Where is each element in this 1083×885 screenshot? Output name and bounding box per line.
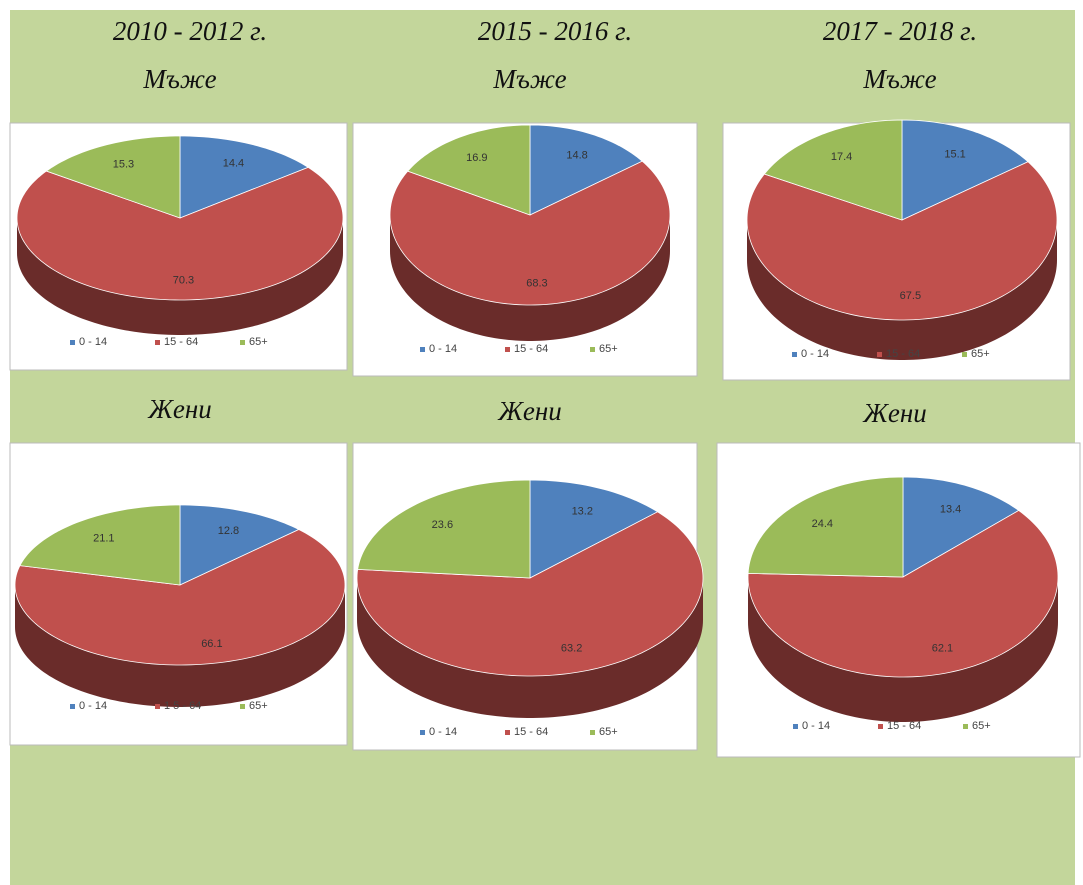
legend-swatch xyxy=(155,704,160,709)
value-label: 14.8 xyxy=(566,150,587,162)
value-label: 67.5 xyxy=(900,290,921,302)
legend-swatch xyxy=(505,730,510,735)
legend-label: 15 - 64 xyxy=(514,343,548,355)
chart-title: Жени xyxy=(862,398,927,428)
column-heading: 2010 - 2012 г. xyxy=(113,16,267,46)
legend-swatch xyxy=(70,340,75,345)
pie-slice xyxy=(179,135,310,219)
pie-slice xyxy=(357,479,531,579)
pie-slice xyxy=(747,476,904,578)
value-label: 24.4 xyxy=(812,518,833,530)
legend-swatch xyxy=(420,730,425,735)
pie-slice xyxy=(529,124,643,216)
pie-slice xyxy=(16,166,344,301)
pie-slice xyxy=(902,476,1020,578)
legend-swatch xyxy=(877,352,882,357)
pie-slice xyxy=(45,135,181,219)
value-label: 23.6 xyxy=(432,519,453,531)
value-label: 15.1 xyxy=(944,148,965,160)
value-label: 13.2 xyxy=(572,506,593,518)
pie-slice xyxy=(179,504,300,586)
legend-swatch xyxy=(155,340,160,345)
legend-label: 15 - 64 xyxy=(514,726,548,738)
value-label: 15.3 xyxy=(113,158,134,170)
legend-label: 65+ xyxy=(971,348,990,360)
legend-label: 0 - 14 xyxy=(429,343,457,355)
value-label: 62.1 xyxy=(932,643,953,655)
value-label: 14.4 xyxy=(223,158,244,170)
pie-slice xyxy=(747,509,1059,678)
value-label: 70.3 xyxy=(173,274,194,286)
legend-swatch xyxy=(878,724,883,729)
legend-swatch xyxy=(240,704,245,709)
pie-side xyxy=(17,218,343,335)
legend-swatch xyxy=(792,352,797,357)
pie-side xyxy=(357,578,703,718)
pie-side xyxy=(747,220,1057,360)
pie-slice xyxy=(389,160,671,306)
legend-label: 65+ xyxy=(599,726,618,738)
legend-label: 0 - 14 xyxy=(801,348,829,360)
column-heading: 2015 - 2016 г. xyxy=(478,16,632,46)
legend-swatch xyxy=(590,730,595,735)
legend-label: 65+ xyxy=(249,336,268,348)
legend-label: 15 - 64 xyxy=(164,336,198,348)
pie-slice xyxy=(19,504,181,586)
legend-label: 65+ xyxy=(599,343,618,355)
legend-swatch xyxy=(505,347,510,352)
value-label: 63.2 xyxy=(561,643,582,655)
legend-label: 0 - 14 xyxy=(802,720,830,732)
pie-slice xyxy=(901,119,1029,221)
legend-label: 65+ xyxy=(972,720,991,732)
pie-slice xyxy=(14,529,346,666)
pie-side xyxy=(748,577,1058,722)
chart-title: Жени xyxy=(147,394,212,424)
value-label: 16.9 xyxy=(466,152,487,164)
column-heading: 2017 - 2018 г. xyxy=(823,16,977,46)
value-label: 21.1 xyxy=(93,533,114,545)
chart-title: Мъже xyxy=(492,64,566,94)
value-label: 68.3 xyxy=(526,277,547,289)
legend-swatch xyxy=(240,340,245,345)
value-label: 17.4 xyxy=(831,151,852,163)
legend-label: 0 - 14 xyxy=(79,700,107,712)
legend-label: 15 - 64 xyxy=(886,348,920,360)
legend-label: 15 - 64 xyxy=(887,720,921,732)
pie-slice xyxy=(529,479,659,579)
pie-slice xyxy=(356,511,704,677)
pie-side xyxy=(15,585,345,707)
legend-swatch xyxy=(962,352,967,357)
legend-swatch xyxy=(420,347,425,352)
legend-label: 0 - 14 xyxy=(79,336,107,348)
value-label: 12.8 xyxy=(218,525,239,537)
pie-slice xyxy=(763,119,903,221)
legend-label: 1 5 - 64 xyxy=(164,700,201,712)
legend-label: 65+ xyxy=(249,700,268,712)
value-label: 13.4 xyxy=(940,504,961,516)
legend-swatch xyxy=(963,724,968,729)
pie-slice xyxy=(746,161,1058,321)
legend-swatch xyxy=(590,347,595,352)
legend-swatch xyxy=(70,704,75,709)
legend-label: 0 - 14 xyxy=(429,726,457,738)
legend-swatch xyxy=(793,724,798,729)
chart-title: Мъже xyxy=(862,64,936,94)
pie-side xyxy=(390,215,670,341)
chart-title: Мъже xyxy=(142,64,216,94)
value-label: 66.1 xyxy=(201,638,222,650)
pie-slice xyxy=(407,124,531,216)
chart-title: Жени xyxy=(497,396,562,426)
